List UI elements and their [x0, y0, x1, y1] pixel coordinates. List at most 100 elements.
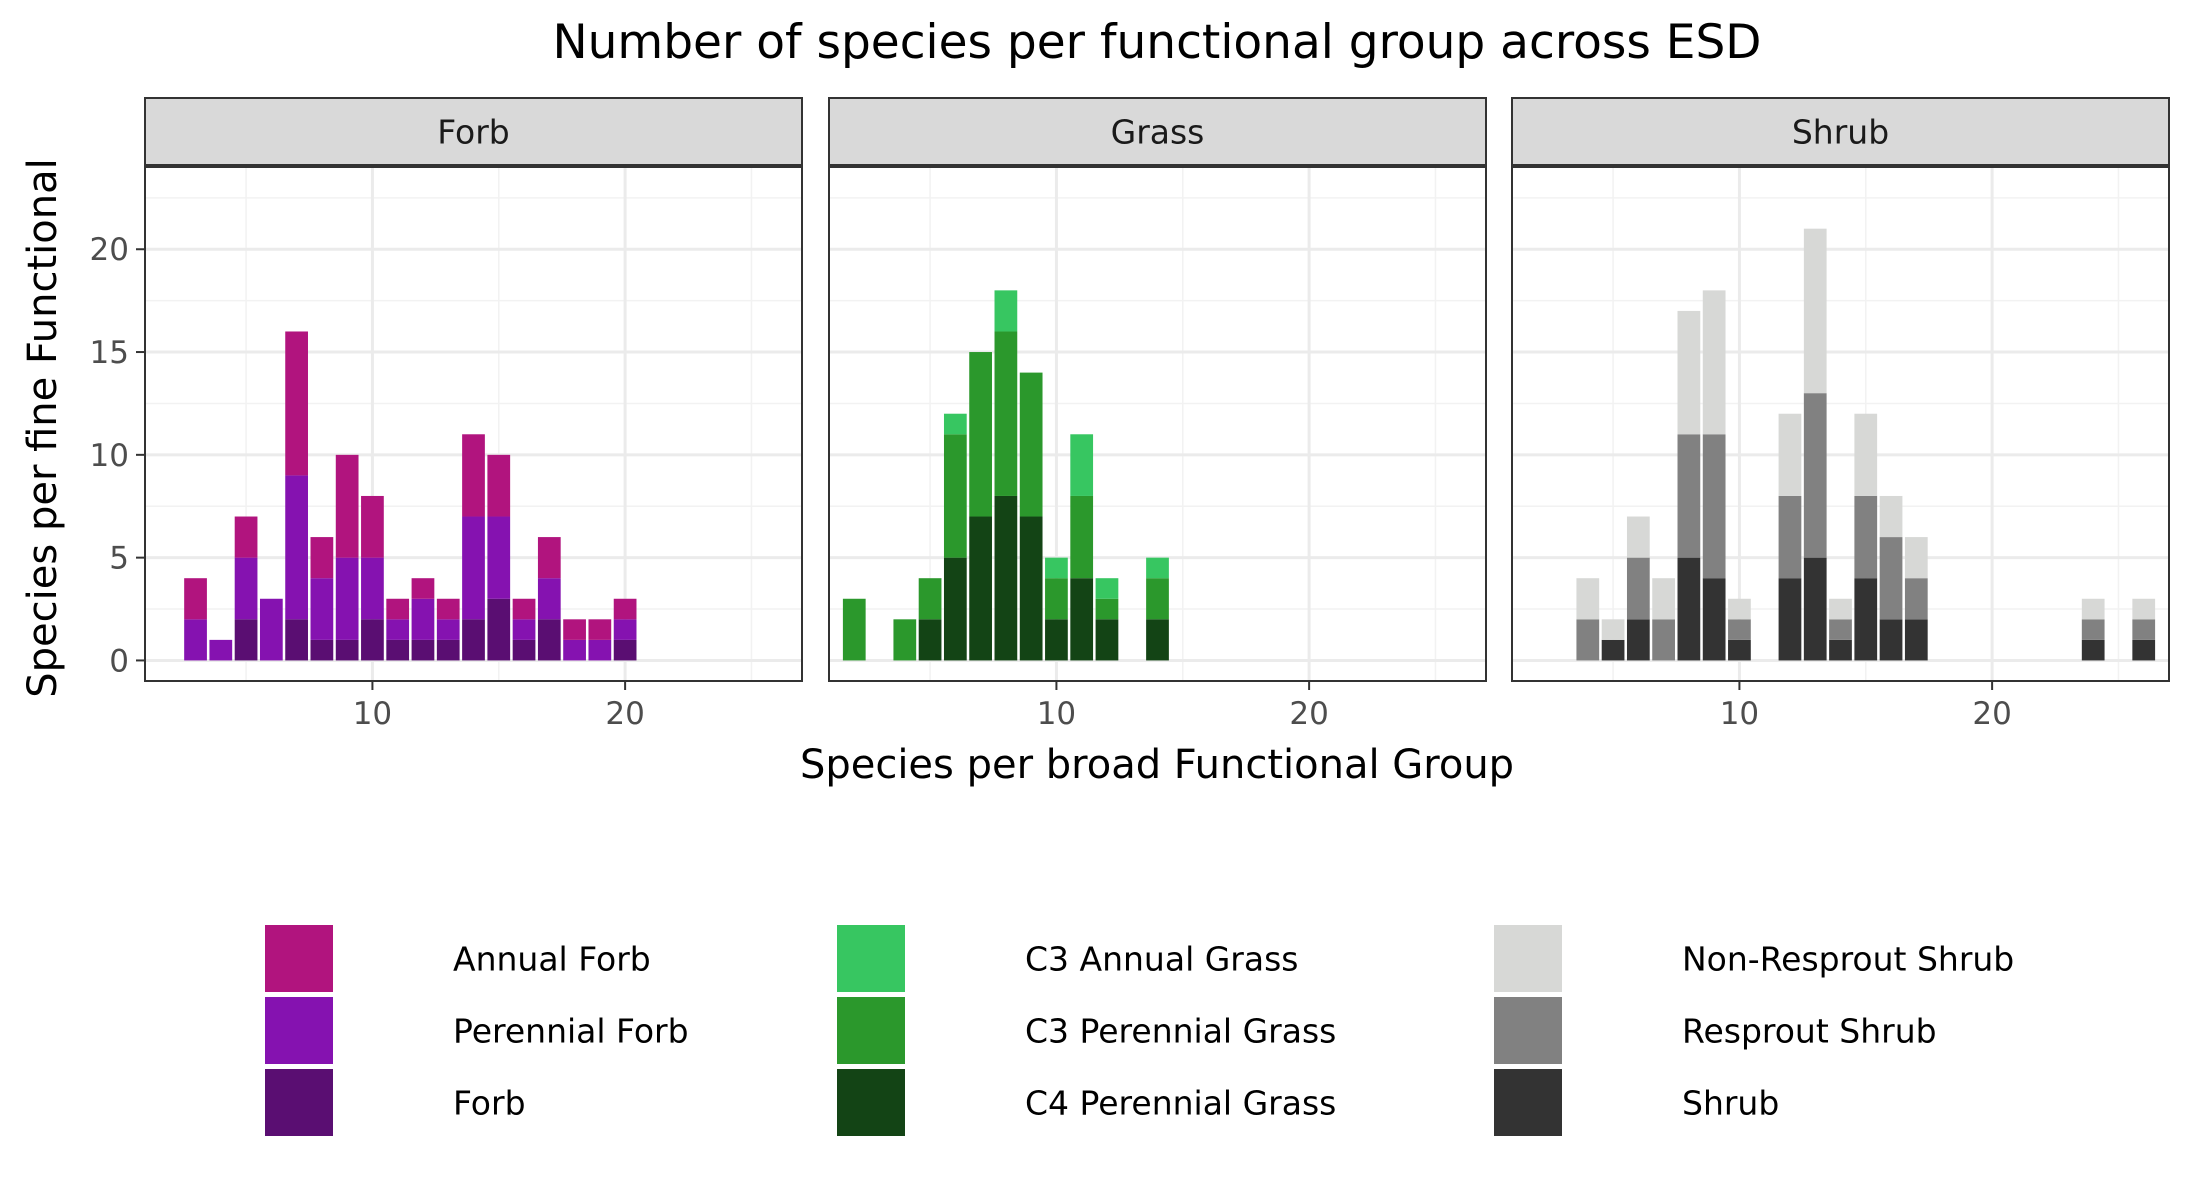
- bar-segment: [842, 598, 866, 661]
- bar-segment: [285, 331, 308, 476]
- bar-segment: [1045, 557, 1068, 579]
- bar-segment: [2132, 619, 2156, 640]
- bar-segment: [1095, 619, 1119, 661]
- legend-item: C4 Perennial Grass: [837, 1069, 1336, 1136]
- bar-segment: [1626, 516, 1650, 558]
- bar-segment: [537, 578, 561, 620]
- legend-key: [837, 925, 905, 992]
- panel-border: [144, 166, 803, 682]
- bar-segment: [943, 557, 967, 661]
- y-tick-label: 0: [109, 643, 129, 679]
- bar-segment: [1019, 516, 1043, 661]
- bar-segment: [1652, 619, 1675, 661]
- bar-segment: [969, 352, 992, 517]
- facet-strip-label: Forb: [437, 113, 510, 152]
- legend-key: [837, 1069, 905, 1136]
- bar-segment: [2081, 639, 2105, 661]
- bar-segment: [1854, 413, 1878, 496]
- facet-strip-label: Shrub: [1792, 113, 1889, 152]
- legend-label: C3 Annual Grass: [1025, 940, 1298, 979]
- bar-segment: [462, 619, 485, 661]
- bar-segment: [943, 413, 967, 435]
- bar-segment: [994, 331, 1018, 496]
- x-tick-label: 10: [1720, 696, 1759, 732]
- bar-segment: [361, 557, 384, 620]
- bar-segment: [1677, 557, 1701, 661]
- bar-segment: [1146, 557, 1169, 579]
- panel-grass: Grass 10 20: [828, 97, 1487, 732]
- bar-segment: [234, 557, 258, 620]
- bar-segment: [1829, 598, 1852, 620]
- bar-segment: [1019, 372, 1043, 517]
- bar-segment: [918, 578, 942, 620]
- legend-label: Shrub: [1682, 1084, 1779, 1123]
- facet-panels: Forb 10 20 Grass 10 20 Shrub 10 20 0 5 10 15 20: [90, 97, 2170, 732]
- bar-segment: [1879, 619, 1903, 661]
- x-tick-label: 10: [353, 696, 392, 732]
- bar-segment: [411, 639, 435, 661]
- x-tick-label: 20: [605, 696, 644, 732]
- bar-segment: [1677, 434, 1701, 558]
- bar-segment: [1854, 495, 1878, 579]
- bar-segment: [411, 578, 435, 599]
- bar-segment: [184, 578, 207, 620]
- bar-segment: [1803, 393, 1827, 558]
- bar-segment: [1829, 619, 1852, 640]
- bar-segment: [1070, 495, 1094, 579]
- x-tick-label: 20: [1289, 696, 1328, 732]
- bar-segment: [2081, 598, 2105, 620]
- bar-segment: [893, 619, 917, 661]
- bar-segment: [1702, 578, 1726, 661]
- bar-segment: [184, 619, 207, 661]
- bar-segment: [1879, 495, 1903, 538]
- y-tick-label: 5: [109, 541, 129, 577]
- legend-label: Perennial Forb: [453, 1012, 689, 1051]
- bar-segment: [285, 475, 308, 620]
- bar-segment: [1854, 578, 1878, 661]
- bar-segment: [462, 516, 485, 620]
- bar-segment: [1904, 537, 1928, 579]
- bar-segment: [1778, 495, 1802, 579]
- bar-segment: [259, 598, 283, 661]
- legend-item: C3 Annual Grass: [837, 925, 1298, 992]
- panel-border: [1511, 166, 2170, 682]
- bar-segment: [1803, 557, 1827, 661]
- facet-strip: [828, 97, 1487, 166]
- x-axis-label: Species per broad Functional Group: [800, 742, 1514, 788]
- legend-item: Non-Resprout Shrub: [1494, 925, 2014, 992]
- bar-segment: [1702, 434, 1726, 579]
- bar-segment: [234, 516, 258, 558]
- bar-segment: [487, 454, 511, 517]
- bar-segment: [209, 639, 233, 661]
- bar-segment: [1146, 619, 1169, 661]
- bar-segment: [563, 619, 586, 640]
- legend-item: Forb: [265, 1069, 526, 1136]
- bar-segment: [1095, 598, 1119, 620]
- bar-segment: [1095, 578, 1119, 599]
- bar-segment: [285, 619, 308, 661]
- bar-segment: [1045, 619, 1068, 661]
- y-tick-label: 20: [90, 232, 129, 268]
- bar-segment: [487, 516, 511, 599]
- bar-segment: [1904, 619, 1928, 661]
- bar-segment: [2132, 598, 2156, 620]
- bar-segment: [613, 598, 637, 620]
- x-tick-label: 10: [1037, 696, 1076, 732]
- bar-segment: [1778, 578, 1802, 661]
- bar-segment: [386, 598, 410, 620]
- bar-segment: [537, 619, 561, 661]
- legend-label: C4 Perennial Grass: [1025, 1084, 1336, 1123]
- bar-segment: [335, 639, 359, 661]
- bar-segment: [512, 598, 536, 620]
- legend-key: [265, 997, 333, 1064]
- bar-segment: [1677, 310, 1701, 435]
- bar-segment: [563, 639, 586, 661]
- bar-segment: [1601, 619, 1625, 640]
- legend-label: Annual Forb: [453, 940, 651, 979]
- bar-segment: [613, 639, 637, 661]
- bar-segment: [969, 516, 992, 661]
- bar-segment: [1601, 639, 1625, 661]
- bar-segment: [361, 619, 384, 661]
- legend-key: [1494, 1069, 1562, 1136]
